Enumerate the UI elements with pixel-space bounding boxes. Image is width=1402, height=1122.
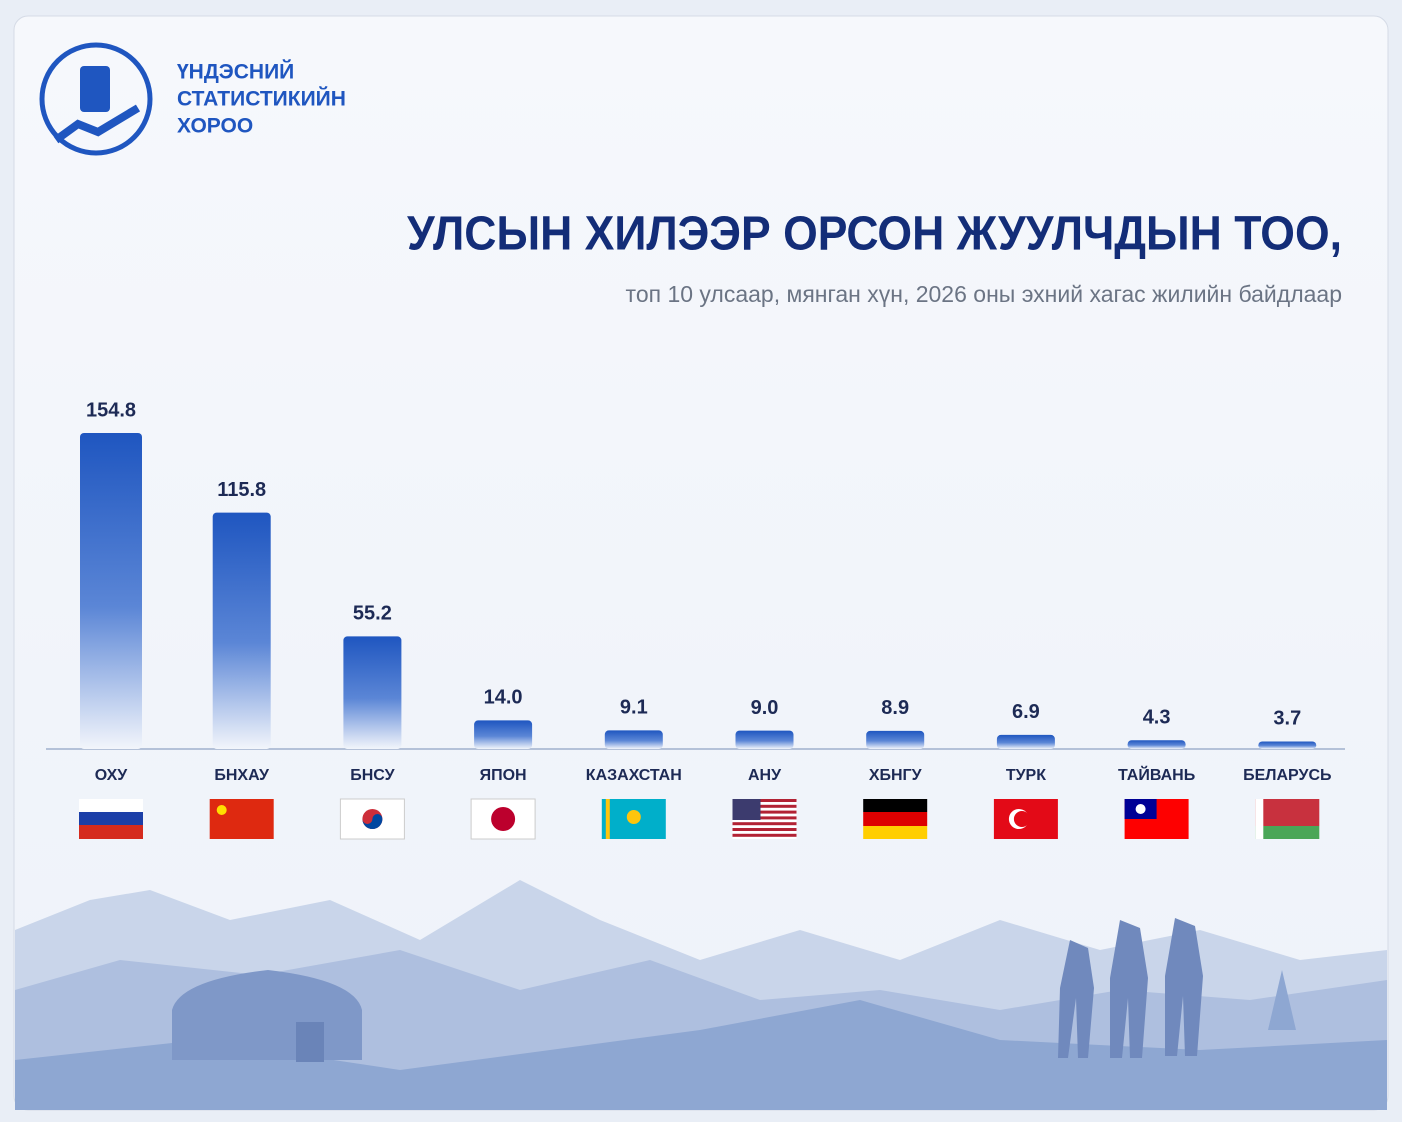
flag-part (79, 825, 143, 839)
category-label: КАЗАХСТАН (586, 767, 682, 784)
bar (604, 730, 663, 749)
flag-part (79, 799, 143, 812)
flag-part (605, 799, 610, 839)
value-label: 3.7 (1273, 708, 1301, 730)
logo (39, 42, 153, 156)
value-label: 4.3 (1143, 707, 1171, 729)
value-label: 6.9 (1012, 701, 1040, 723)
flag (601, 799, 666, 839)
flag-part (732, 833, 797, 837)
bar (1127, 740, 1186, 749)
bar (1258, 741, 1317, 749)
category-label: БНСУ (350, 767, 395, 784)
value-label: 9.1 (620, 697, 648, 719)
bar (212, 512, 271, 749)
flag (1124, 799, 1189, 839)
value-label: 8.9 (881, 697, 909, 719)
flag (732, 799, 797, 839)
flag-part (1255, 799, 1320, 826)
category-label: ТАЙВАНЬ (1118, 765, 1195, 784)
flag (470, 798, 536, 840)
logo-line: СТАТИСТИКИЙН (177, 87, 346, 111)
category-label: ОХУ (95, 767, 129, 784)
flag (1255, 799, 1320, 839)
category-label: БНХАУ (214, 767, 270, 784)
bar (474, 720, 533, 749)
category-label: АНУ (748, 767, 782, 784)
flag-part (732, 799, 761, 820)
flag-part (626, 810, 641, 824)
value-label: 55.2 (353, 603, 392, 625)
flag (209, 799, 274, 839)
bar (735, 730, 794, 749)
flag (339, 798, 405, 840)
flag-part (1013, 811, 1030, 827)
flag-part (863, 799, 928, 812)
bar (866, 730, 925, 749)
flag-part (863, 826, 928, 839)
flag-part (732, 816, 797, 820)
flag-part (216, 805, 227, 815)
value-label: 14.0 (484, 687, 523, 709)
flag-part (79, 812, 143, 825)
logo-line: ҮНДЭСНИЙ (177, 60, 294, 84)
category-label: ТУРК (1006, 767, 1046, 784)
value-label: 9.0 (751, 697, 779, 719)
flag (79, 799, 143, 839)
flag-part (732, 822, 797, 826)
flag-part (362, 814, 383, 829)
chart-subtitle: топ 10 улсаар, мянган хүн, 2026 оны эхни… (626, 281, 1342, 307)
bar (996, 734, 1055, 749)
value-label: 154.8 (86, 399, 136, 421)
category-label: ХБНГУ (869, 767, 923, 784)
chart-title: УЛСЫН ХИЛЭЭР ОРСОН ЖУУЛЧДЫН ТОО, (407, 208, 1342, 261)
flag (993, 799, 1058, 839)
bar (343, 636, 402, 749)
flag-part (1135, 804, 1146, 814)
flag-part (863, 812, 928, 826)
flag-part (732, 804, 797, 808)
flag-part (732, 828, 797, 831)
landscape (15, 880, 1387, 1110)
flag-part (1255, 826, 1320, 839)
category-label: БЕЛАРУСЬ (1243, 767, 1331, 784)
flag (863, 799, 928, 839)
flag-part (1255, 799, 1264, 839)
flag-part (209, 799, 274, 839)
category-label: ЯПОН (480, 767, 527, 784)
logo-line: ХОРОО (177, 115, 253, 138)
bar (80, 433, 142, 749)
flag-part (732, 799, 797, 802)
flag-part (732, 810, 797, 814)
value-label: 115.8 (217, 479, 266, 501)
flag-part (491, 807, 516, 831)
